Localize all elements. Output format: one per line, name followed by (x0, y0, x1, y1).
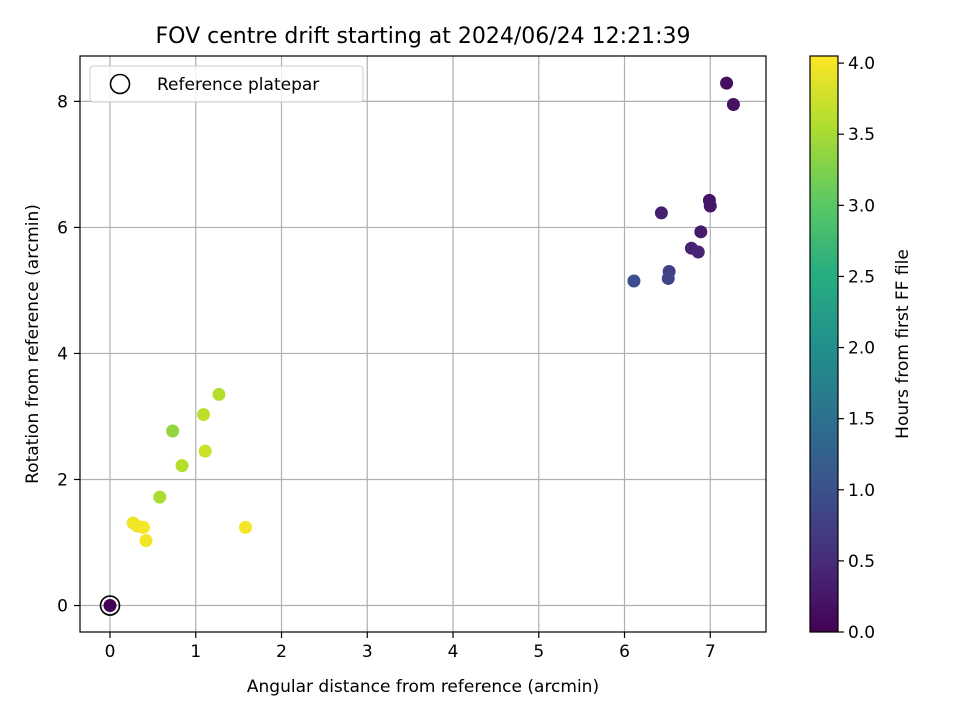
reference-platepar-marker (99, 595, 121, 616)
colorbar (810, 56, 838, 632)
data-point (212, 387, 226, 401)
data-point (196, 408, 210, 422)
y-axis-label: Rotation from reference (arcmin) (23, 204, 43, 484)
y-tick-label: 2 (57, 470, 68, 490)
x-tick-label: 7 (705, 642, 716, 662)
plot-frame (79, 55, 767, 633)
data-points (103, 76, 740, 613)
colorbar-tick-label: 2.0 (848, 339, 875, 359)
colorbar-frame (809, 55, 839, 633)
data-point (136, 520, 150, 534)
data-point (694, 225, 708, 239)
colorbar-tick-label: 3.0 (848, 196, 875, 216)
data-point (238, 520, 252, 534)
data-point (139, 534, 153, 548)
x-tick-label: 0 (105, 642, 116, 662)
colorbar-label: Hours from first FF file (893, 249, 913, 439)
colorbar-tick-label: 4.0 (848, 54, 875, 74)
legend: Reference platepar (89, 65, 364, 103)
data-point (720, 76, 734, 90)
x-tick-label: 4 (448, 642, 459, 662)
reference-marker (99, 595, 121, 616)
grid (80, 56, 766, 632)
y-tick-label: 4 (57, 344, 68, 364)
legend-marker-icon (109, 73, 131, 95)
x-tick-label: 6 (619, 642, 630, 662)
data-point (726, 98, 740, 112)
colorbar-ticks: 0.0 0.5 1.0 1.5 2.0 2.5 3.0 3.5 4.0 (838, 54, 875, 643)
y-axis-ticks: 0 2 4 6 8 (57, 92, 80, 617)
y-tick-label: 0 (57, 597, 68, 617)
x-axis-label: Angular distance from reference (arcmin) (247, 677, 599, 697)
data-point (198, 444, 212, 458)
colorbar-tick-label: 0.5 (848, 552, 875, 572)
legend-box (89, 65, 364, 103)
x-tick-label: 1 (190, 642, 201, 662)
data-point (654, 206, 668, 220)
data-point (175, 459, 189, 473)
colorbar-tick-label: 1.0 (848, 481, 875, 501)
x-tick-label: 2 (276, 642, 287, 662)
legend-entry: Reference platepar (157, 75, 319, 95)
data-point (103, 599, 117, 613)
data-point (661, 271, 675, 285)
data-point (703, 199, 717, 213)
chart-title: FOV centre drift starting at 2024/06/24 … (156, 24, 691, 49)
x-tick-label: 3 (362, 642, 373, 662)
y-tick-label: 8 (57, 92, 68, 112)
x-axis-ticks: 0 1 2 3 4 5 6 7 (105, 632, 716, 662)
colorbar-tick-label: 3.5 (848, 125, 875, 145)
colorbar-tick-label: 1.5 (848, 410, 875, 430)
colorbar-tick-label: 0.0 (848, 623, 875, 643)
y-tick-label: 6 (57, 218, 68, 238)
colorbar-tick-label: 2.5 (848, 267, 875, 287)
data-point (691, 245, 705, 259)
data-point (166, 424, 180, 438)
x-tick-label: 5 (533, 642, 544, 662)
data-point (153, 490, 167, 504)
data-point (627, 274, 641, 288)
